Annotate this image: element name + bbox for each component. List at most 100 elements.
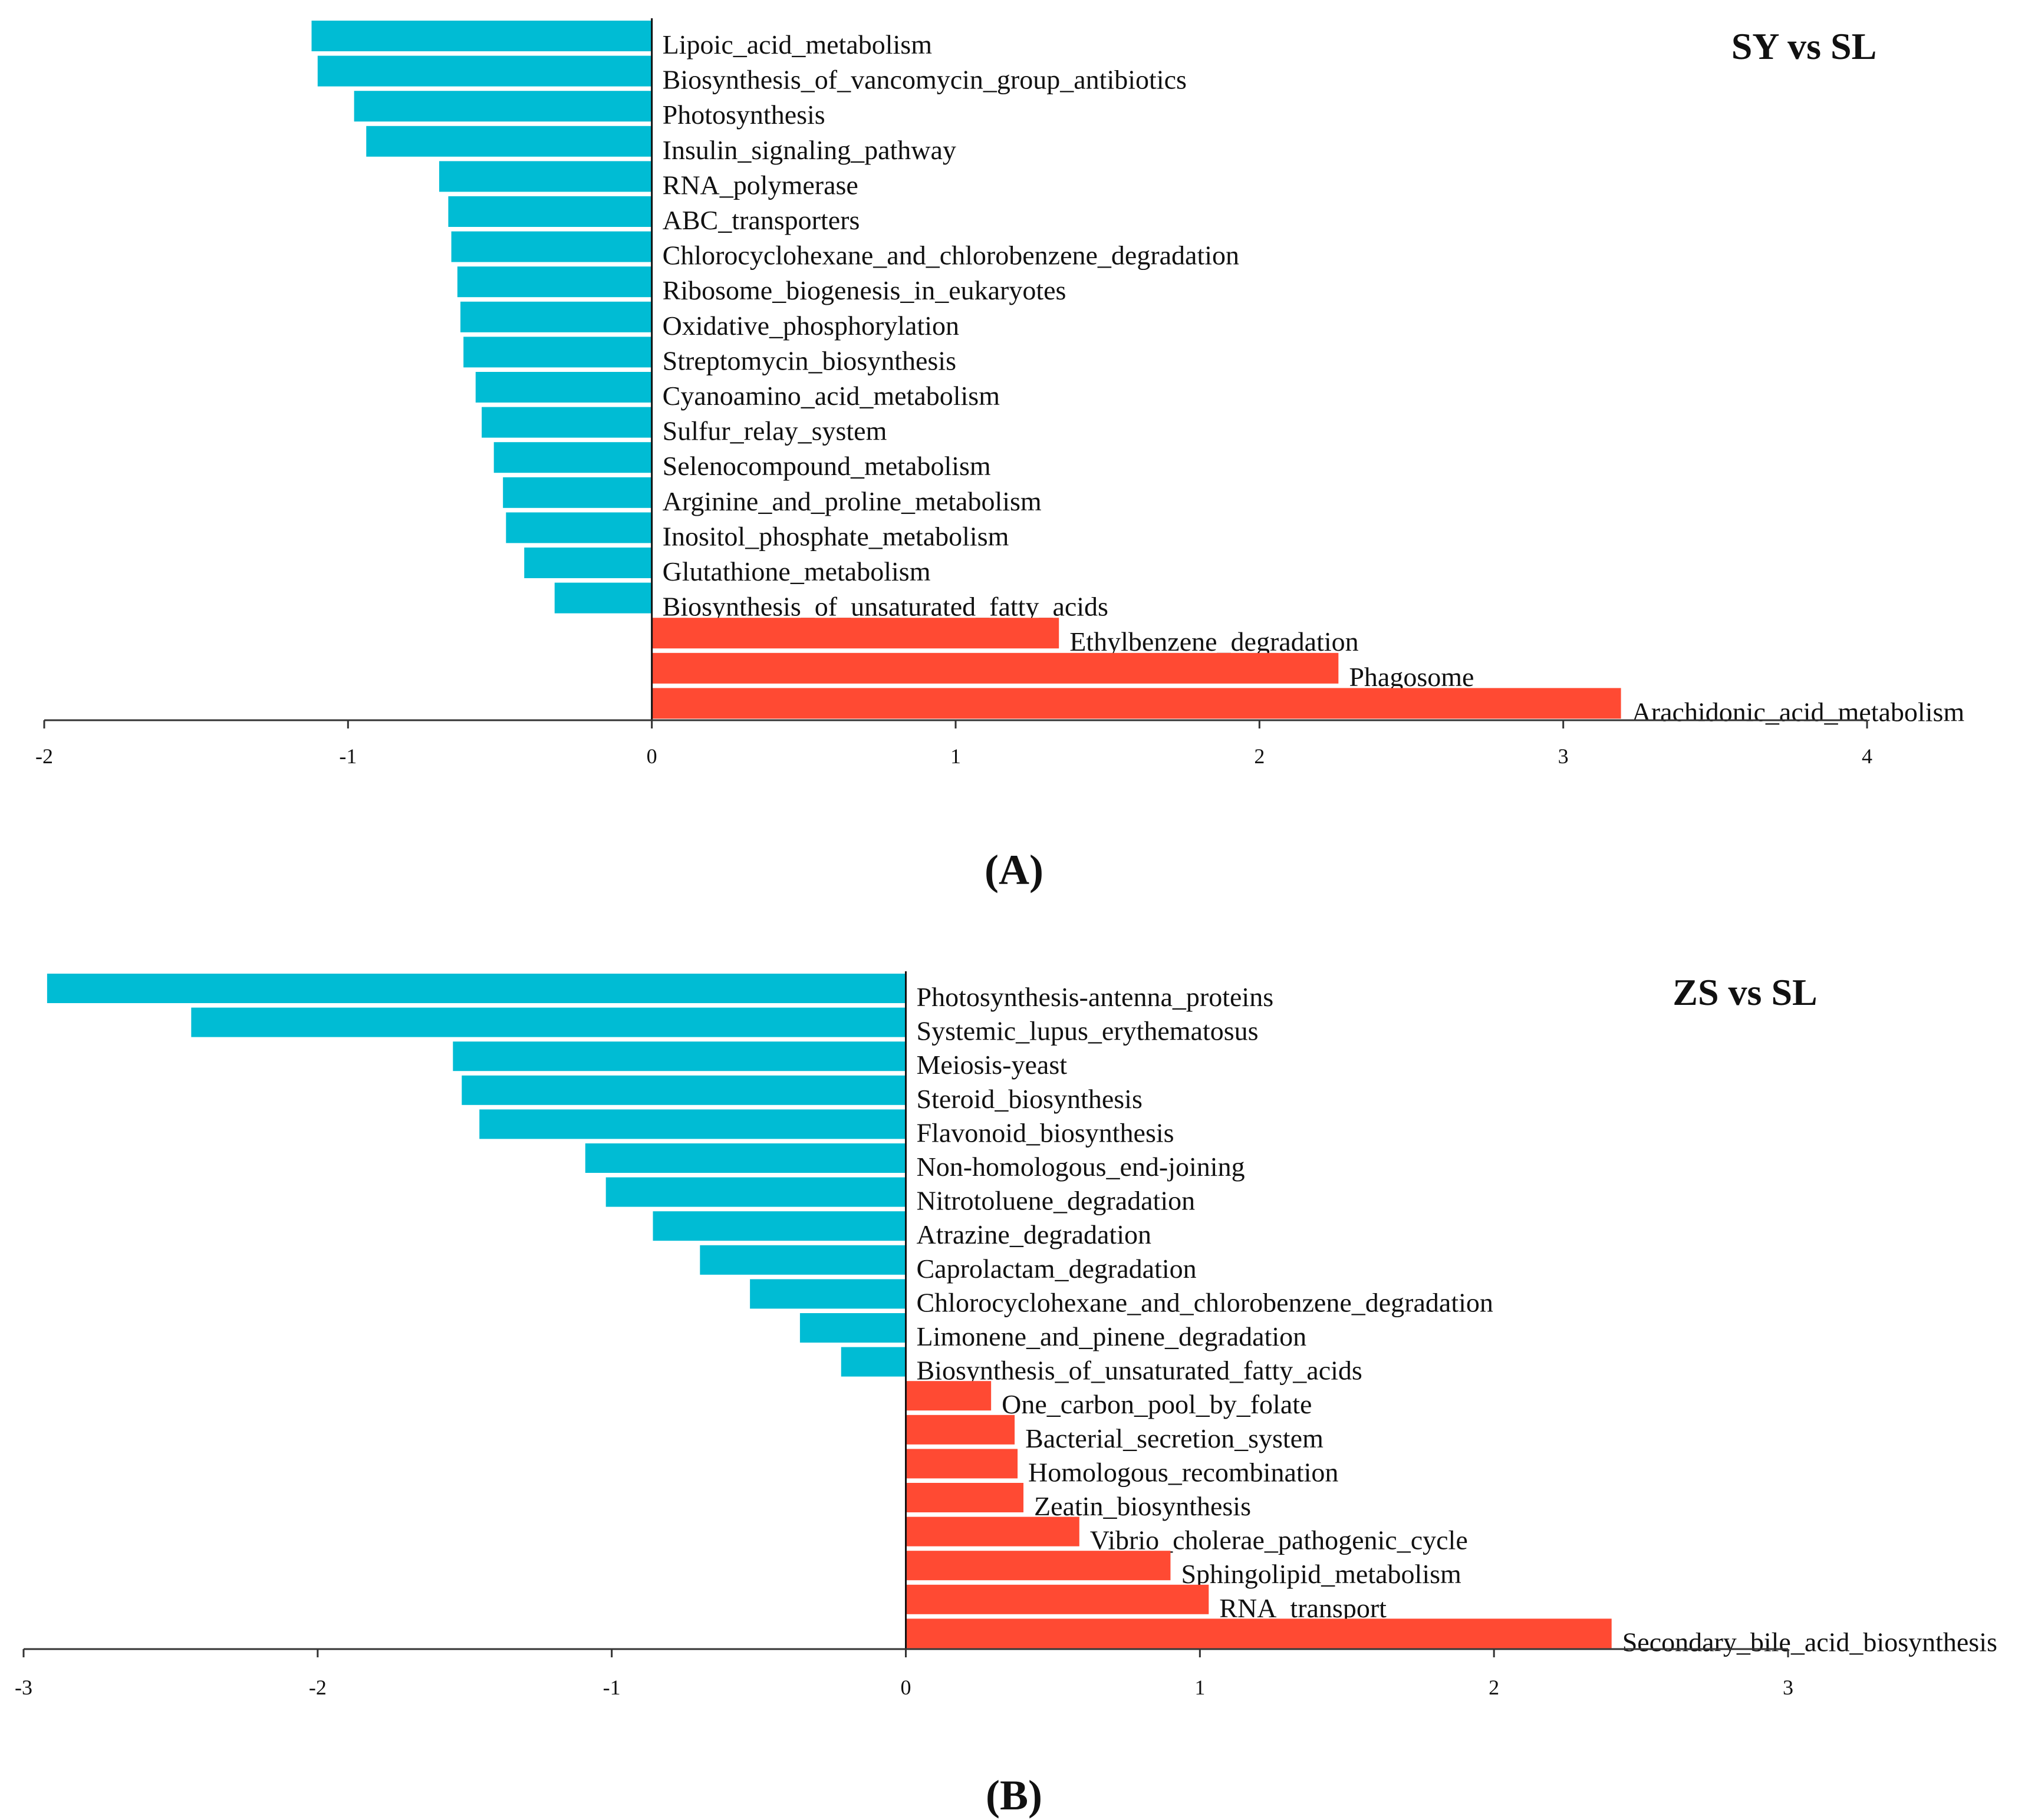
bar — [460, 301, 652, 332]
bar — [906, 1516, 1079, 1547]
bar — [475, 372, 652, 403]
bar — [651, 688, 1621, 719]
bar — [700, 1245, 906, 1275]
category-label: Flavonoid_biosynthesis — [917, 1117, 1174, 1148]
category-label: Cyanoamino_acid_metabolism — [663, 381, 1000, 411]
bar — [906, 1584, 1209, 1614]
category-label: Nitrotoluene_degradation — [917, 1186, 1196, 1216]
category-label: Photosynthesis — [663, 100, 825, 130]
category-label: Inositol_phosphate_metabolism — [663, 521, 1009, 551]
category-label: Ribosome_biogenesis_in_eukaryotes — [663, 275, 1066, 305]
x-tick-label: -2 — [309, 1676, 327, 1699]
bar — [906, 1381, 992, 1411]
x-tick-label: 3 — [1783, 1676, 1793, 1699]
category-label: Biosynthesis_of_unsaturated_fatty_acids — [663, 592, 1108, 622]
category-label: Phagosome — [1349, 662, 1474, 692]
category-label: Zeatin_biosynthesis — [1034, 1491, 1251, 1521]
bar — [906, 1483, 1024, 1512]
category-label: Vibrio_cholerae_pathogenic_cycle — [1090, 1525, 1468, 1555]
bar — [311, 21, 652, 51]
bar — [799, 1313, 906, 1343]
x-tick-label: 0 — [647, 744, 657, 768]
bar — [651, 618, 1059, 649]
bar — [906, 1618, 1612, 1648]
bar — [906, 1449, 1018, 1479]
category-label: Chlorocyclohexane_and_chlorobenzene_degr… — [663, 240, 1239, 271]
bar — [47, 974, 906, 1003]
category-label: Sulfur_relay_system — [663, 416, 887, 446]
bar — [493, 442, 652, 473]
x-tick-label: 2 — [1489, 1676, 1499, 1699]
category-label: Meiosis-yeast — [917, 1050, 1068, 1080]
category-label: Biosynthesis_of_vancomycin_group_antibio… — [663, 65, 1187, 95]
category-label: Sphingolipid_metabolism — [1181, 1559, 1461, 1589]
x-tick-label: 3 — [1558, 744, 1569, 768]
bar — [503, 477, 652, 508]
x-tick-label: -3 — [15, 1676, 32, 1699]
panel-label: (B) — [986, 1772, 1042, 1819]
category-label: Systemic_lupus_erythematosus — [917, 1016, 1259, 1046]
bar — [479, 1109, 906, 1139]
bar — [462, 1075, 906, 1105]
category-label: Selenocompound_metabolism — [663, 451, 991, 481]
x-tick-label: 2 — [1254, 744, 1265, 768]
category-label: Limonene_and_pinene_degradation — [917, 1321, 1307, 1351]
chart-title: ZS vs SL — [1673, 971, 1817, 1013]
category-label: Homologous_recombination — [1028, 1457, 1338, 1487]
category-label: Arginine_and_proline_metabolism — [663, 486, 1042, 516]
bar — [439, 161, 652, 192]
bar — [906, 1551, 1171, 1581]
chart-sy-vs-sl: Lipoic_acid_metabolism Biosynthesis_of_va… — [35, 18, 1964, 893]
x-tick-label: -1 — [603, 1676, 621, 1699]
bar — [506, 512, 652, 543]
bar — [463, 337, 652, 368]
category-label: Arachidonic_acid_metabolism — [1632, 697, 1965, 727]
category-label: Caprolactam_degradation — [917, 1254, 1197, 1284]
category-label: Lipoic_acid_metabolism — [663, 29, 933, 60]
category-label: One_carbon_pool_by_folate — [1002, 1389, 1312, 1419]
x-tick-label: 4 — [1862, 744, 1872, 768]
chart-zs-vs-sl: Photosynthesis-antenna_proteins Systemic_… — [15, 971, 1997, 1819]
category-label: Secondary_bile_acid_biosynthesis — [1622, 1627, 1997, 1657]
category-label: Atrazine_degradation — [917, 1219, 1151, 1249]
bar — [354, 91, 652, 122]
bar — [448, 196, 652, 227]
bar — [457, 266, 652, 298]
category-label: Insulin_signaling_pathway — [663, 135, 956, 165]
panel-label: (A) — [985, 846, 1043, 893]
x-tick-label: 1 — [1194, 1676, 1205, 1699]
category-label: RNA_transport — [1219, 1593, 1387, 1623]
bar — [451, 231, 652, 262]
category-label: Steroid_biosynthesis — [917, 1084, 1143, 1114]
category-label: Non-homologous_end-joining — [917, 1152, 1245, 1182]
bar — [585, 1143, 906, 1173]
chart-title: SY vs SL — [1731, 25, 1877, 67]
bar — [651, 652, 1339, 684]
bar — [482, 407, 652, 438]
category-label: Photosynthesis-antenna_proteins — [917, 982, 1274, 1012]
category-label: Chlorocyclohexane_and_chlorobenzene_degr… — [917, 1287, 1493, 1317]
bar — [653, 1211, 906, 1241]
category-label: Biosynthesis_of_unsaturated_fatty_acids — [917, 1356, 1362, 1386]
x-tick-label: 1 — [950, 744, 961, 768]
category-label: Ethylbenzene_degradation — [1069, 627, 1358, 657]
category-label: Bacterial_secretion_system — [1025, 1423, 1324, 1453]
category-label: ABC_transporters — [663, 205, 860, 235]
bar — [605, 1177, 906, 1207]
x-tick-label: -2 — [35, 744, 53, 768]
bar — [524, 548, 652, 578]
category-label: RNA_polymerase — [663, 170, 858, 200]
x-tick-label: 0 — [901, 1676, 911, 1699]
bar — [191, 1007, 906, 1037]
bar — [750, 1279, 906, 1309]
bar — [554, 582, 652, 614]
bar — [366, 126, 652, 157]
bar — [906, 1415, 1015, 1445]
category-label: Glutathione_metabolism — [663, 556, 931, 586]
bar — [317, 55, 652, 87]
bar — [841, 1347, 906, 1377]
category-label: Streptomycin_biosynthesis — [663, 345, 956, 375]
x-tick-label: -1 — [339, 744, 357, 768]
bar — [453, 1041, 906, 1071]
